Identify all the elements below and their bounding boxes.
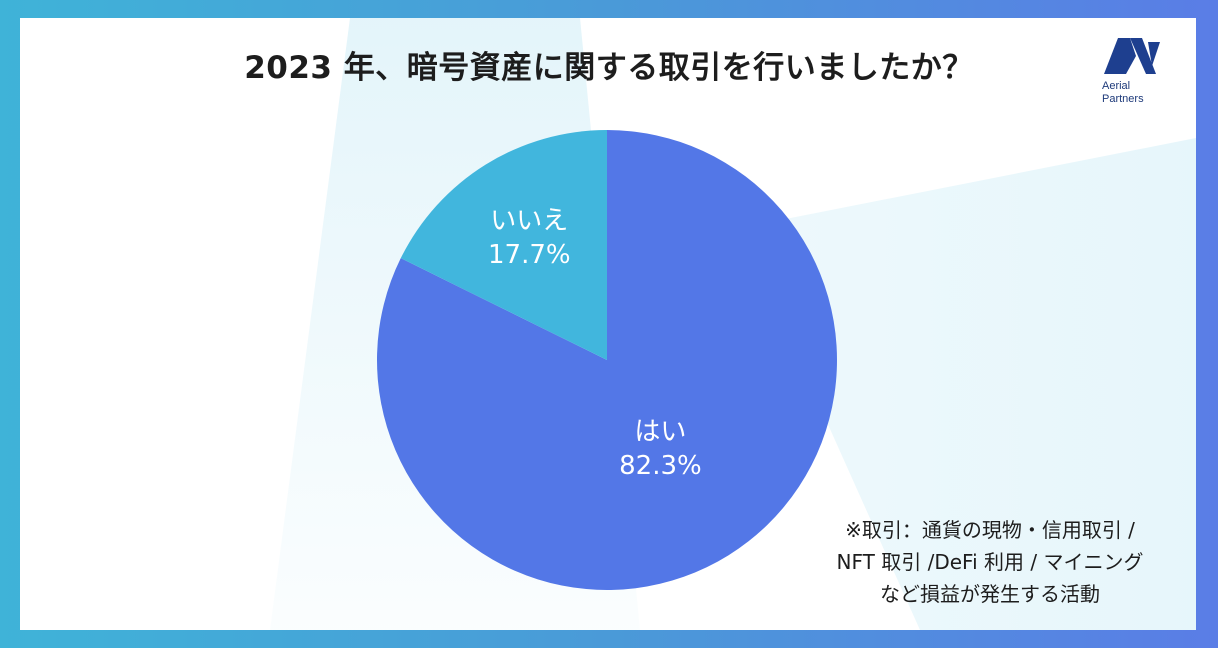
slice-value-no: 17.7% <box>488 240 571 270</box>
aerial-partners-logo-icon <box>1104 38 1160 74</box>
pie-slice-no <box>400 130 607 360</box>
slice-label-no: いいえ <box>490 206 568 236</box>
footnote-line-3: など損益が発生する活動 <box>880 582 1100 606</box>
footnote: ※取引：通貨の現物・信用取引 / NFT 取引 /DeFi 利用 / マイニング… <box>790 514 1190 610</box>
logo-line-2: Partners <box>1102 93 1144 105</box>
chart-title: 2023 年、暗号資産に関する取引を行いましたか？ <box>244 50 974 86</box>
slice-value-yes: 82.3% <box>619 451 702 481</box>
footnote-line-2: NFT 取引 /DeFi 利用 / マイニング <box>836 550 1144 574</box>
slice-label-yes: はい <box>634 417 686 447</box>
logo-line-1: Aerial <box>1102 80 1131 92</box>
logo-text: Aerial Partners <box>1102 80 1182 106</box>
footnote-line-1: ※取引：通貨の現物・信用取引 / <box>845 518 1135 542</box>
